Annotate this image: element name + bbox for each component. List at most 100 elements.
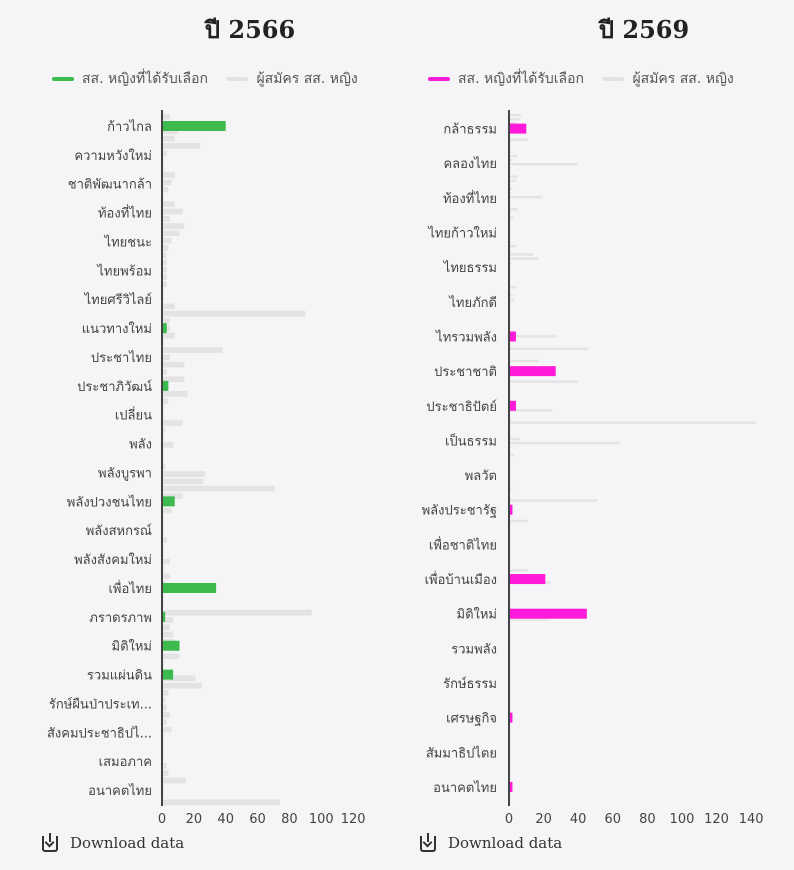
category-label: ไทยศรีวิไลย์: [84, 292, 152, 308]
category-label: อนาคตไทย: [88, 783, 152, 799]
candidate-bar: [162, 485, 276, 492]
candidate-bar: [162, 252, 167, 259]
legend-item-elected[interactable]: สส. หญิงที่ได้รับเลือก: [52, 68, 208, 90]
category-label: คลองไทย: [443, 156, 497, 172]
elected-bar: [509, 574, 546, 585]
category-label: มิติใหม่: [112, 639, 153, 655]
elected-bar: [509, 608, 587, 619]
category-label: รักษ์ธรรม: [443, 676, 497, 692]
x-tick-label: 100: [309, 812, 334, 827]
candidate-bar: [162, 113, 170, 120]
category-label: ท้องที่ไทย: [443, 190, 497, 207]
candidate-bar: [509, 216, 515, 219]
category-label: เป็นธรรม: [445, 431, 497, 449]
candidate-bar: [509, 519, 529, 523]
candidate-bar: [162, 376, 185, 383]
elected-bar: [162, 611, 166, 622]
elected-bar: [162, 380, 169, 391]
candidate-bar: [162, 799, 280, 806]
candidate-bar: [162, 186, 169, 193]
candidate-bar: [509, 187, 513, 191]
candidate-bar: [162, 536, 167, 543]
category-label: รวมแผ่นดิน: [87, 669, 152, 684]
elected-bar: [509, 400, 516, 411]
category-label: พลังปวงชนไทย: [67, 494, 152, 510]
download-data-button-2566[interactable]: Download data: [42, 833, 185, 852]
elected-bar: [162, 323, 167, 334]
legend-item-candidates[interactable]: ผู้สมัคร สส. หญิง: [226, 68, 358, 90]
candidate-bar: [162, 719, 167, 725]
candidate-bar: [162, 631, 174, 638]
candidate-bar: [509, 486, 513, 490]
candidate-bar: [509, 499, 598, 502]
candidate-bar: [162, 369, 167, 375]
x-tick-label: 40: [570, 812, 587, 827]
candidate-bar: [162, 215, 170, 222]
x-tick-label: 80: [639, 812, 656, 827]
x-tick-label: 60: [605, 812, 622, 827]
candidate-bar: [509, 257, 539, 260]
category-label: พลัง: [129, 438, 152, 453]
candidate-bar: [162, 770, 169, 777]
candidate-bar: [509, 409, 553, 412]
legend-label: สส. หญิงที่ได้รับเลือก: [458, 71, 584, 87]
elected-bar: [509, 712, 513, 723]
candidate-bar: [162, 697, 166, 704]
candidate-bar: [162, 471, 205, 477]
category-label: มิติใหม่: [457, 607, 498, 623]
candidate-bar: [162, 303, 175, 310]
candidate-bar: [509, 179, 516, 182]
category-label: สัมมาธิปไตย: [426, 745, 497, 761]
elected-bar: [162, 120, 226, 131]
legend-swatch-icon: [226, 77, 249, 81]
candidate-bar: [509, 117, 520, 121]
candidate-bar: [509, 286, 516, 289]
candidate-bar: [509, 618, 549, 621]
chart-title-2569: ปี 2569: [598, 15, 690, 44]
category-label: พลังสหกรณ์: [86, 523, 152, 539]
candidate-bar: [162, 493, 183, 499]
candidate-bar: [162, 777, 186, 784]
candidate-bar: [162, 172, 175, 178]
candidate-bar: [509, 421, 757, 424]
legend-2566: สส. หญิงที่ได้รับเลือก ผู้สมัคร สส. หญิง: [52, 68, 372, 90]
candidate-bar: [162, 223, 185, 229]
candidate-bar: [162, 427, 166, 434]
candidate-bar: [509, 335, 556, 338]
candidate-bar: [162, 558, 170, 565]
candidate-bar: [509, 253, 534, 256]
candidate-bar: [509, 380, 579, 383]
category-label: พลังสังคมใหม่: [74, 552, 152, 568]
legend-item-candidates[interactable]: ผู้สมัคร สส. หญิง: [602, 68, 734, 90]
candidate-bar: [509, 154, 518, 158]
candidate-bar: [162, 230, 180, 237]
candidate-bar: [162, 142, 201, 149]
category-label: ภราดรภาพ: [89, 611, 152, 626]
candidate-bar: [162, 763, 167, 769]
candidate-bar: [509, 122, 516, 125]
category-label: เพื่อชาติไทย: [429, 536, 497, 553]
category-label: พลวัต: [465, 469, 497, 484]
candidate-bar: [162, 318, 170, 324]
x-tick-label: 60: [249, 812, 266, 827]
category-label: อนาคตไทย: [433, 780, 497, 796]
candidate-bar: [162, 617, 174, 623]
download-label: Download data: [70, 834, 185, 852]
category-label: ประชาภิวัฒน์: [77, 379, 152, 395]
category-label: เปลี่ยน: [115, 407, 152, 424]
candidate-bar: [509, 245, 516, 248]
x-tick-label: 80: [281, 812, 298, 827]
candidate-bar: [162, 208, 183, 215]
category-label: พลังประชารัฐ: [422, 504, 497, 519]
category-label: ไทยชนะ: [104, 234, 152, 250]
elected-bar: [162, 669, 174, 680]
legend-swatch-icon: [428, 77, 450, 81]
download-data-button-2569[interactable]: Download data: [420, 833, 562, 852]
candidate-bar: [162, 259, 167, 266]
download-icon: [42, 833, 58, 852]
category-label: เพื่อไทย: [108, 580, 152, 597]
legend-item-elected[interactable]: สส. หญิงที่ได้รับเลือก: [428, 68, 584, 90]
legend-swatch-icon: [52, 77, 74, 81]
category-label: ไทยก้าวใหม่: [427, 226, 497, 242]
candidate-bar: [162, 347, 223, 353]
